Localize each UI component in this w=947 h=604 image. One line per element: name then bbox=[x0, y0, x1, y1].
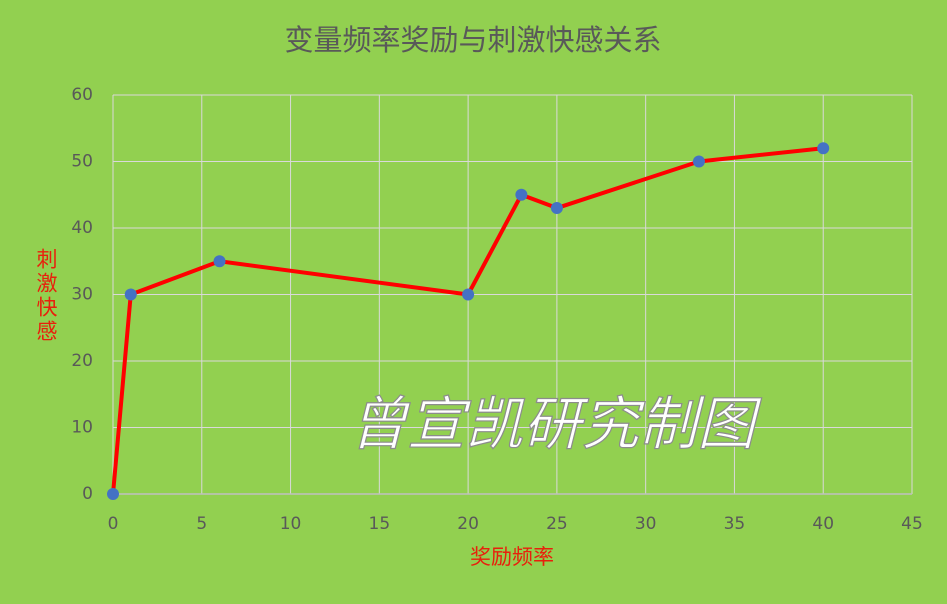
data-point bbox=[817, 142, 830, 155]
x-tick-label: 30 bbox=[635, 514, 657, 534]
x-tick-label: 35 bbox=[724, 514, 746, 534]
y-tick-label: 30 bbox=[71, 285, 93, 305]
x-tick-label: 5 bbox=[196, 514, 207, 534]
y-tick-label: 60 bbox=[71, 85, 93, 105]
data-point bbox=[124, 288, 137, 301]
y-tick-label: 20 bbox=[71, 351, 93, 371]
x-tick-label: 0 bbox=[108, 514, 119, 534]
chart-title: 变量频率奖励与刺激快感关系 bbox=[284, 23, 661, 57]
data-point bbox=[515, 188, 528, 201]
y-axis-label: 刺激快感 bbox=[34, 248, 58, 344]
data-point bbox=[550, 202, 563, 215]
y-tick-label: 50 bbox=[71, 152, 93, 172]
x-tick-label: 25 bbox=[546, 514, 568, 534]
data-point bbox=[213, 255, 226, 268]
data-point bbox=[692, 155, 705, 168]
x-tick-label: 40 bbox=[812, 514, 834, 534]
x-tick-label: 45 bbox=[901, 514, 923, 534]
series-line bbox=[111, 146, 824, 495]
y-tick-label: 40 bbox=[71, 218, 93, 238]
x-tick-label: 15 bbox=[369, 514, 391, 534]
watermark: 曾宣凯研究制图 bbox=[349, 390, 762, 458]
x-axis-label: 奖励频率 bbox=[470, 545, 554, 569]
y-tick-label: 0 bbox=[82, 484, 93, 504]
x-tick-label: 20 bbox=[457, 514, 479, 534]
x-tick-label: 10 bbox=[280, 514, 302, 534]
plot-area: 0 10 20 30 40 50 60 0 5 10 15 20 25 30 35 40 45 bbox=[71, 85, 922, 534]
data-point bbox=[462, 288, 475, 301]
data-point bbox=[107, 488, 119, 500]
y-tick-label: 10 bbox=[71, 418, 93, 438]
